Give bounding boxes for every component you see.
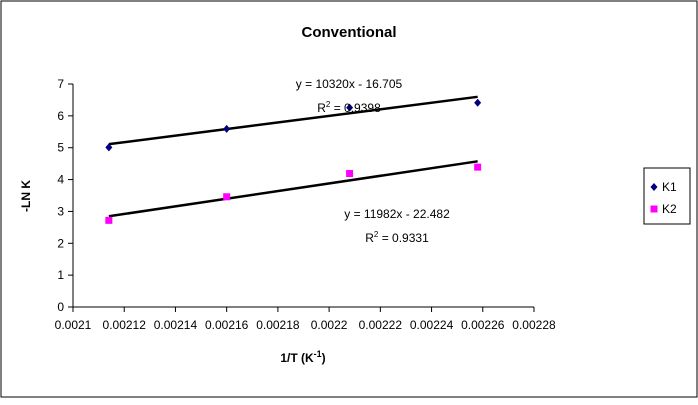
data-point-k1 [474, 98, 482, 107]
x-tick-label: 0.00226 [461, 318, 505, 332]
x-tick-label: 0.0022 [311, 318, 348, 332]
data-point-k1 [223, 124, 231, 133]
y-tick-label: 5 [57, 141, 64, 155]
x-axis-label: 1/T (K-1) [280, 349, 325, 365]
y-tick-label: 2 [57, 236, 64, 250]
trendline-equation: y = 10320x - 16.705 [296, 77, 403, 91]
x-tick-label: 0.00222 [359, 318, 403, 332]
legend-marker-k1 [650, 183, 658, 191]
trendline-r2: R2 = 0.9331 [365, 230, 429, 245]
y-tick-label: 6 [57, 109, 64, 123]
y-tick-label: 0 [57, 300, 64, 314]
x-tick-label: 0.00212 [103, 318, 147, 332]
y-tick-label: 3 [57, 204, 64, 218]
legend-label-k2: K2 [662, 202, 677, 216]
data-point-k2 [346, 170, 354, 178]
x-tick-label: 0.00224 [410, 318, 454, 332]
y-axis-label: -LN K [19, 180, 33, 212]
legend [643, 167, 691, 225]
chart-title: Conventional [301, 24, 396, 41]
y-tick-label: 1 [57, 268, 64, 282]
x-tick-label: 0.00214 [154, 318, 198, 332]
data-point-k1 [346, 103, 354, 112]
data-point-k2 [474, 163, 482, 171]
legend-marker-k2 [650, 205, 658, 213]
y-tick-label: 7 [57, 77, 64, 91]
trendline-r2: R2 = 0.9398 [317, 100, 381, 115]
trendline-k1 [108, 95, 478, 146]
x-tick-label: 0.0021 [55, 318, 92, 332]
trendline-k2 [108, 160, 478, 218]
x-tick-label: 0.00218 [256, 318, 300, 332]
data-point-k2 [223, 193, 231, 201]
x-tick-label: 0.00228 [512, 318, 556, 332]
trendline-equation: y = 11982x - 22.482 [344, 207, 450, 221]
x-tick-label: 0.00216 [205, 318, 249, 332]
legend-label-k1: K1 [662, 180, 677, 194]
data-point-k2 [105, 216, 113, 224]
data-point-k1 [105, 143, 113, 152]
y-tick-label: 4 [57, 173, 64, 187]
